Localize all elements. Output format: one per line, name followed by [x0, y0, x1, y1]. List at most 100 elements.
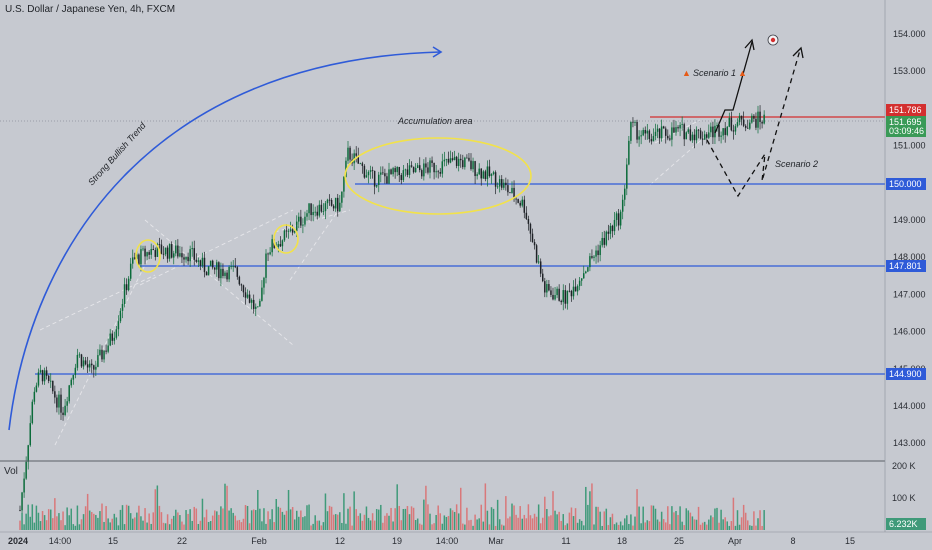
volume-bar: [617, 524, 620, 530]
candle-body: [761, 121, 763, 124]
candle-body: [232, 266, 234, 267]
time-tick-label: 22: [177, 536, 187, 546]
candle-body: [503, 182, 505, 188]
volume-bar: [136, 512, 138, 530]
price-tick-label: 147.000: [893, 289, 926, 299]
volume-bar: [744, 512, 747, 530]
candle-body: [314, 211, 316, 213]
volume-tick-100k: 100 K: [892, 493, 916, 503]
volume-bar: [531, 518, 534, 530]
candle-body: [244, 292, 247, 298]
candle-body: [642, 129, 644, 136]
candle-body: [132, 257, 134, 264]
volume-bar: [187, 513, 189, 530]
candle-body: [443, 159, 446, 162]
fire-icon: ▲: [738, 68, 747, 78]
candle-body: [410, 165, 413, 167]
volume-bar: [224, 483, 226, 530]
candle-body: [146, 252, 148, 257]
candle-body: [679, 124, 681, 129]
volume-bar: [400, 520, 403, 530]
volume-bar: [689, 512, 692, 530]
candle-body: [54, 391, 56, 398]
volume-bar: [476, 519, 478, 530]
volume-bar: [615, 522, 618, 530]
candle-body: [673, 127, 675, 133]
volume-bar: [275, 498, 277, 530]
volume-bar: [593, 524, 595, 530]
candle-body: [58, 394, 60, 408]
volume-bar: [568, 512, 571, 530]
candle-body: [347, 147, 349, 161]
volume-bar: [170, 518, 173, 530]
volume-bar: [501, 524, 503, 530]
candle-body: [173, 253, 175, 258]
candle-body: [585, 271, 587, 274]
volume-bar: [755, 525, 757, 530]
volume-bar: [88, 510, 91, 530]
volume-bar: [533, 513, 536, 530]
volume-bar: [306, 505, 308, 530]
volume-bar: [679, 506, 681, 530]
candle-body: [509, 192, 511, 194]
candle-body: [599, 245, 601, 256]
volume-bar: [205, 509, 208, 530]
volume-bar: [517, 517, 519, 530]
volume-bar: [710, 515, 712, 530]
volume-bar: [308, 504, 310, 530]
volume-bar: [328, 505, 331, 530]
candle-body: [47, 375, 50, 381]
candle-body: [453, 156, 456, 161]
candle-body: [601, 237, 603, 246]
candle-body: [484, 171, 487, 179]
volume-bar: [591, 483, 593, 530]
volume-bar: [634, 516, 636, 530]
candle-body: [111, 333, 113, 341]
volume-bar: [603, 511, 605, 530]
volume-bar: [117, 525, 120, 530]
candle-body: [86, 364, 89, 368]
candle-body: [240, 284, 243, 286]
volume-bar: [574, 508, 577, 530]
candle-body: [470, 160, 472, 170]
volume-bar: [562, 514, 564, 530]
candle-body: [576, 286, 579, 292]
candle-body: [712, 126, 714, 138]
volume-bar: [654, 508, 657, 530]
candle-body: [624, 188, 626, 200]
candle-body: [187, 256, 189, 262]
volume-bar: [289, 509, 292, 530]
candle-body: [437, 171, 439, 173]
volume-bar: [556, 514, 558, 530]
volume-bar: [144, 508, 146, 530]
volume-bar: [310, 525, 312, 530]
volume-bar: [72, 524, 75, 530]
volume-bar: [181, 521, 183, 530]
time-tick-label: 8: [790, 536, 795, 546]
volume-bar: [195, 508, 198, 530]
volume-bar: [628, 524, 630, 530]
volume-bar: [730, 521, 733, 530]
volume-bar: [550, 515, 552, 530]
candle-body: [298, 216, 300, 222]
volume-bar: [267, 511, 269, 530]
volume-bar: [140, 516, 142, 530]
volume-bar: [728, 525, 731, 530]
volume-bar: [410, 506, 413, 530]
volume-bar: [455, 504, 458, 530]
volume-bar: [238, 519, 241, 530]
candle-body: [91, 363, 93, 366]
candle-body: [72, 374, 75, 380]
candle-body: [687, 129, 690, 133]
volume-bar: [86, 493, 89, 530]
volume-bar: [109, 522, 111, 530]
volume-bar: [367, 517, 370, 530]
volume-bar: [701, 522, 704, 530]
volume-bar: [250, 510, 253, 530]
candle-body: [142, 248, 144, 250]
volume-bar: [558, 511, 560, 530]
candle-body: [125, 284, 128, 291]
svg-text:03:09:46: 03:09:46: [889, 126, 924, 136]
volume-bar: [380, 504, 382, 530]
volume-bar: [519, 506, 521, 530]
